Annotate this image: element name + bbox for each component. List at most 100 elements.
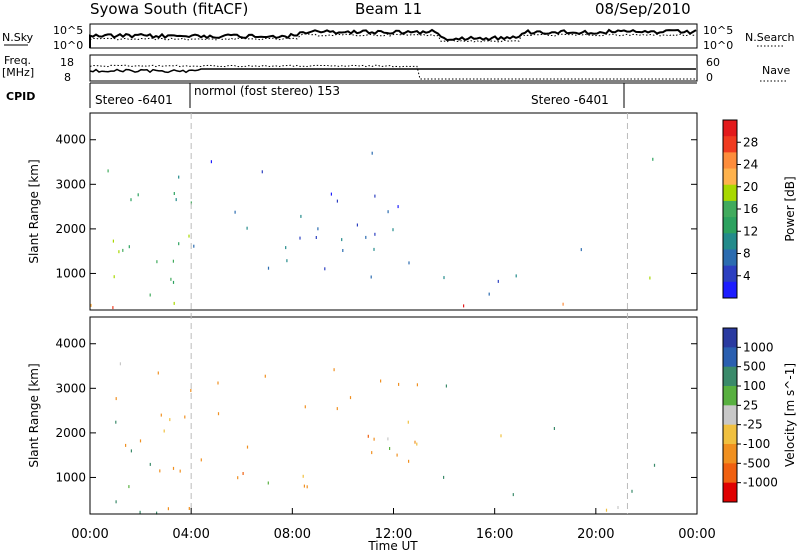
echo-cell xyxy=(303,484,305,488)
echo-cell xyxy=(178,175,180,179)
velocity-panel: 1000 2000 3000 4000 Slant Range [km] xyxy=(27,316,698,515)
echo-cell xyxy=(356,223,358,227)
beam-title: Beam 11 xyxy=(355,0,422,18)
colorbar-swatch xyxy=(723,136,737,153)
echo-cell xyxy=(389,447,391,450)
echo-cell xyxy=(286,259,288,263)
frequency-line xyxy=(89,68,696,74)
colorbar-tick-label: -25 xyxy=(743,418,763,432)
echo-cell xyxy=(373,437,375,441)
colorbar-swatch xyxy=(723,184,737,202)
cpid-segment-2: normol (fost stereo) 153 xyxy=(194,84,340,98)
colorbar-swatch xyxy=(723,482,737,503)
x-tick-label: 08:00 xyxy=(274,527,311,542)
noise-right-label: N.Search xyxy=(745,31,795,44)
noise-left-label: N.Sky xyxy=(2,31,34,44)
echo-cell xyxy=(157,371,159,375)
cpid-segment-3: Stereo -6401 xyxy=(531,93,609,107)
colorbar-tick-label: 24 xyxy=(743,158,758,172)
echo-cell xyxy=(336,407,338,411)
mode-change-lines xyxy=(190,113,628,514)
x-tick-label: 00:00 xyxy=(71,527,108,542)
echo-cell xyxy=(367,434,369,438)
cpid-label: CPID xyxy=(6,90,35,103)
echo-cell xyxy=(179,469,181,473)
echo-cell xyxy=(130,198,132,202)
echo-cell xyxy=(408,261,410,265)
echo-cell xyxy=(122,248,124,252)
echo-cell xyxy=(234,210,236,214)
y-tick-label: 2000 xyxy=(55,222,86,236)
echo-cell xyxy=(349,396,352,400)
y-tick-label: 1000 xyxy=(55,470,86,484)
echo-cell xyxy=(178,242,180,246)
echo-cell xyxy=(115,420,117,424)
colorbar-tick-label: 8 xyxy=(743,247,751,261)
power-colorbar: 28 24 20 16 12 8 4 xyxy=(722,119,758,299)
date-title: 08/Sep/2010 xyxy=(595,0,691,18)
colorbar-swatch xyxy=(723,366,737,387)
echo-cell xyxy=(341,238,343,242)
echo-cell xyxy=(149,462,151,466)
colorbar-swatch xyxy=(723,217,737,234)
echo-cell xyxy=(649,276,651,280)
echo-cell xyxy=(173,301,175,305)
echo-cell xyxy=(267,266,270,270)
noise-panel: N.Sky 10^5 10^0 10^5 10^0 N.Search xyxy=(2,23,795,52)
power-panel: 1000 2000 3000 4000 Slant Range [km] xyxy=(27,112,698,311)
echo-cell xyxy=(497,279,499,283)
echo-cell xyxy=(306,485,308,489)
echo-cell xyxy=(173,192,175,195)
colorbar-swatch xyxy=(723,265,737,283)
velocity-y-label: Slant Range [km] xyxy=(27,363,41,467)
echo-cell xyxy=(112,306,114,310)
echo-cell xyxy=(397,205,399,209)
echo-cell xyxy=(371,151,373,155)
echo-cell xyxy=(167,507,169,511)
echo-cell xyxy=(184,415,186,419)
echo-cell xyxy=(371,451,373,455)
echo-cell xyxy=(342,249,344,252)
echo-cell xyxy=(210,160,212,164)
nave-line xyxy=(89,64,696,80)
echo-cell xyxy=(128,485,130,489)
y-tick-label: 2000 xyxy=(55,426,86,440)
colorbar-tick-label: 16 xyxy=(743,202,758,216)
x-tick-label: 00:00 xyxy=(678,527,715,542)
echo-cell xyxy=(373,247,375,251)
colorbar-swatch xyxy=(723,152,737,170)
echo-cell xyxy=(156,260,158,264)
colorbar-swatch xyxy=(723,233,737,250)
colorbar-swatch xyxy=(723,463,737,484)
echo-cell xyxy=(172,259,174,263)
echo-cell xyxy=(112,239,114,243)
colorbar-tick-label: 28 xyxy=(743,135,758,149)
echo-cell xyxy=(324,267,326,271)
power-y-label: Slant Range [km] xyxy=(27,159,41,263)
echo-cell xyxy=(300,214,302,218)
echo-cell xyxy=(285,246,287,250)
echo-cell xyxy=(500,434,502,438)
frequency-label: Freq. xyxy=(4,54,31,67)
colorbar-swatch xyxy=(723,200,737,218)
echo-cell xyxy=(365,235,367,239)
echo-cell xyxy=(175,198,177,202)
echo-cell xyxy=(128,245,130,249)
echo-cell xyxy=(217,381,219,385)
nave-tick-low: 0 xyxy=(706,71,713,84)
echo-cell xyxy=(387,210,389,214)
colorbar-tick-label: 12 xyxy=(743,224,758,238)
colorbar-swatch xyxy=(723,347,737,368)
echo-cell xyxy=(264,374,266,378)
echo-cell xyxy=(617,506,619,509)
echo-cell xyxy=(515,274,517,278)
velocity-echo-layer xyxy=(115,362,656,515)
noise-right-tick-high: 10^5 xyxy=(703,24,733,37)
frequency-unit: [MHz] xyxy=(2,66,34,79)
echo-cell xyxy=(414,440,416,444)
echo-cell xyxy=(380,379,382,383)
echo-cell xyxy=(190,389,192,392)
colorbar-swatch xyxy=(723,281,737,299)
echo-cell xyxy=(302,474,304,478)
